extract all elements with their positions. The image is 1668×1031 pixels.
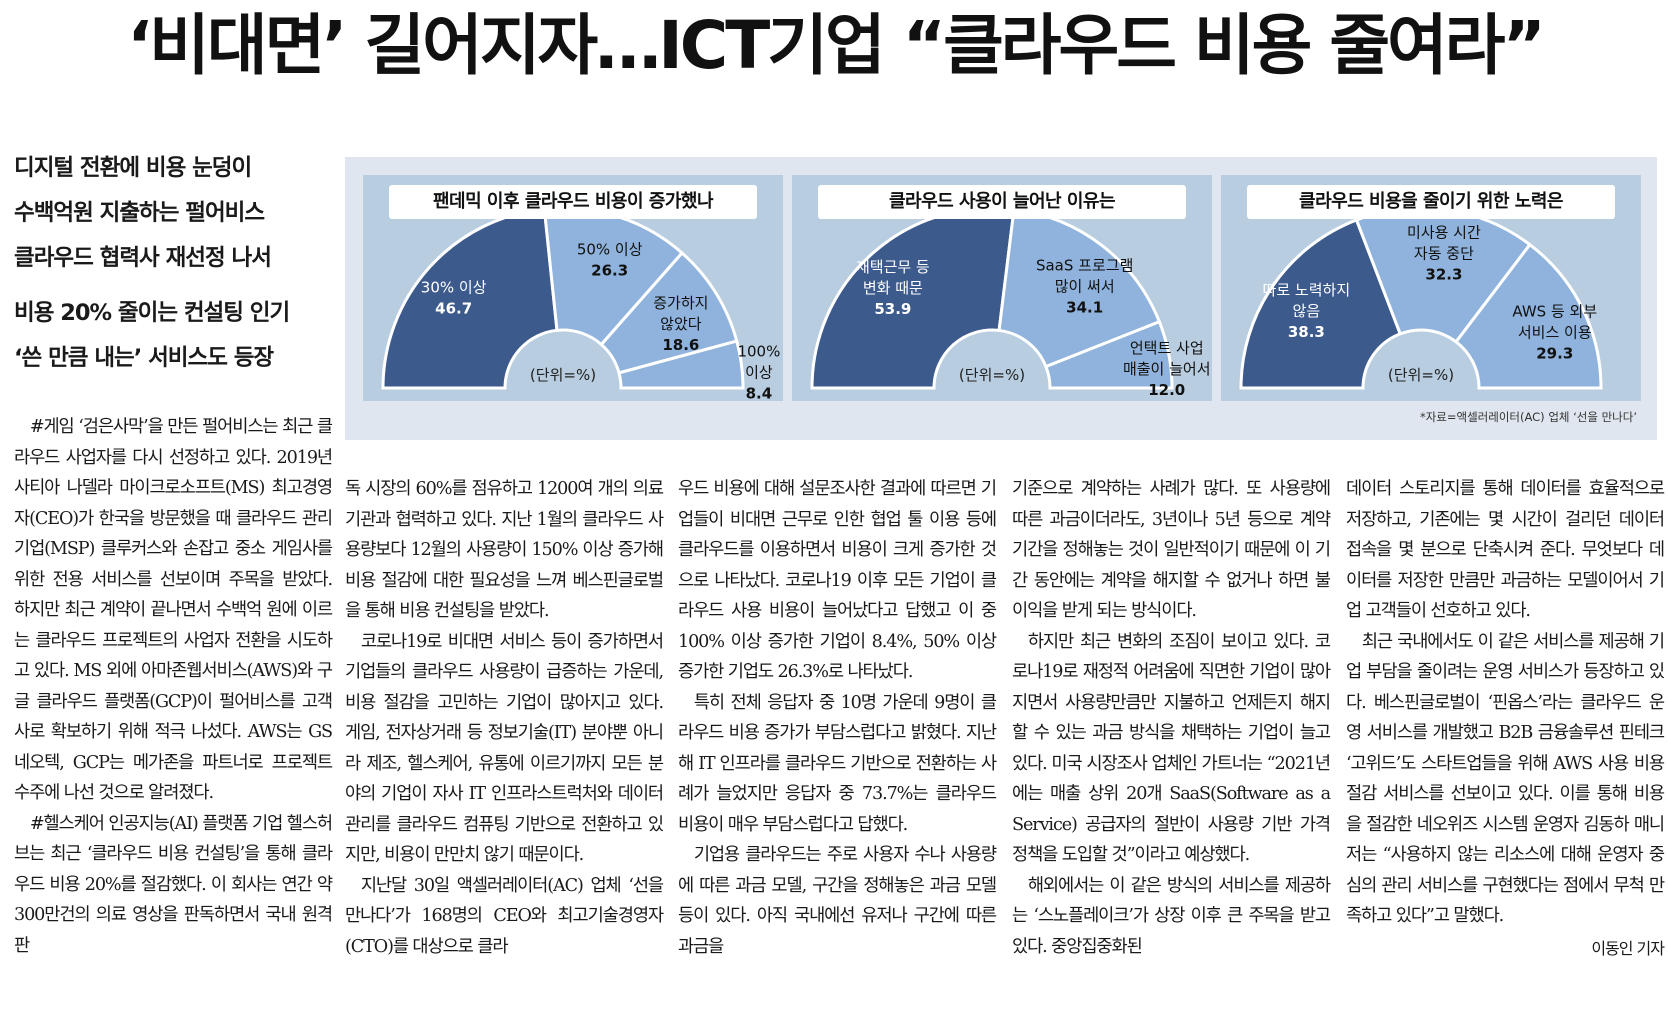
subheadlines: 디지털 전환에 비용 눈덩이 수백억원 지출하는 펄어비스 클라우드 협력사 재… — [14, 146, 332, 381]
slice-label-text: 않음 — [1293, 302, 1321, 320]
paragraph: 우드 비용에 대해 설문조사한 결과에 따르면 기업들이 비대면 근무로 인한 … — [678, 479, 997, 682]
headline: ‘비대면’ 길어지자…ICT기업 “클라우드 비용 줄여라” — [127, 7, 1546, 84]
chart-1-title: 팬데믹 이후 클라우드 비용이 증가했나 — [389, 185, 757, 219]
subhead-line: 클라우드 협력사 재선정 나서 — [14, 245, 272, 271]
slice-label-text: 50% 이상 — [577, 241, 643, 259]
slice-value: 32.3 — [1425, 265, 1462, 283]
subhead-line: ‘쓴 만큼 내는’ 서비스도 등장 — [14, 345, 274, 371]
slice-label: 30% 이상 46.7 — [421, 278, 487, 317]
paragraph: 특히 전체 응답자 중 10명 가운데 9명이 클라우드 비용 증가가 부담스럽… — [678, 692, 997, 835]
slice-label-text: 100% — [737, 342, 780, 360]
slice-label: 50% 이상 26.3 — [577, 241, 643, 280]
article-column-4: 기준으로 계약하는 사례가 많다. 또 사용량에 따른 과금이더라도, 3년이나… — [1012, 474, 1331, 962]
article-column-3: 우드 비용에 대해 설문조사한 결과에 따르면 기업들이 비대면 근무로 인한 … — [678, 474, 997, 962]
slice-label-text: 이상 — [745, 363, 773, 381]
slice-value: 8.4 — [746, 384, 773, 401]
slice-label-text: 매출이 늘어서 — [1123, 360, 1211, 378]
slice-label-text: 증가하지 — [653, 294, 708, 312]
slice-label-text: 언택트 사업 — [1130, 339, 1204, 357]
article-column-2: 독 시장의 60%를 점유하고 1200여 개의 의료기관과 협력하고 있다. … — [345, 474, 664, 962]
pie-slice — [1239, 218, 1403, 390]
pie-slice — [1453, 242, 1603, 390]
slice-value: 46.7 — [435, 299, 472, 317]
subhead-line: 디지털 전환에 비용 눈덩이 — [14, 155, 252, 181]
article-column-5: 데이터 스토리지를 통해 데이터를 효율적으로 저장하고, 기존에는 몇 시간이… — [1346, 474, 1665, 964]
subhead-group-1: 디지털 전환에 비용 눈덩이 수백억원 지출하는 펄어비스 클라우드 협력사 재… — [14, 146, 332, 281]
slice-label-text: AWS 등 외부 — [1512, 303, 1597, 321]
paragraph: 지난달 30일 액셀러레이터(AC) 업체 ‘선을 만나다’가 168명의 CE… — [345, 875, 664, 957]
subhead-group-2: 비용 20% 줄이는 컨설팅 인기 ‘쓴 만큼 내는’ 서비스도 등장 — [14, 291, 332, 381]
pie-slice — [617, 339, 745, 390]
byline: 이동인 기자 — [1591, 938, 1665, 958]
paragraph: 해외에서는 이 같은 방식의 서비스를 제공하는 ‘스노플레이크’가 상장 이후… — [1012, 875, 1331, 957]
slice-label-text: SaaS 프로그램 — [1036, 257, 1133, 275]
slice-value: 38.3 — [1288, 323, 1325, 341]
unit-label: (단위=%) — [1388, 366, 1454, 384]
slice-label-text: 변화 때문 — [863, 279, 923, 297]
paragraph: 하지만 최근 변화의 조짐이 보이고 있다. 코로나19로 재정적 어려움에 직… — [1012, 631, 1331, 866]
slice-label: 재택근무 등변화 때문 53.9 — [856, 258, 930, 318]
slice-label: 100% 이상 8.4 — [737, 342, 780, 401]
paragraph: 데이터 스토리지를 통해 데이터를 효율적으로 저장하고, 기존에는 몇 시간이… — [1346, 479, 1665, 621]
slice-label-text: 30% 이상 — [421, 278, 487, 296]
paragraph: #게임 ‘검은사막’을 만든 펄어비스는 최근 클라우드 사업자를 다시 선정하… — [14, 417, 333, 803]
subhead-line: 비용 20% 줄이는 컨설팅 인기 — [14, 300, 290, 326]
slice-label-text: 재택근무 등 — [856, 258, 930, 276]
slice-value: 29.3 — [1536, 345, 1573, 363]
slice-value: 18.6 — [662, 336, 699, 354]
slice-label-text: 자동 중단 — [1414, 244, 1474, 262]
slice-value: 26.3 — [591, 262, 628, 280]
slice-label-text: 서비스 이용 — [1518, 324, 1592, 342]
unit-label: (단위=%) — [530, 366, 596, 384]
article-column-1: #게임 ‘검은사막’을 만든 펄어비스는 최근 클라우드 사업자를 다시 선정하… — [14, 412, 333, 961]
paragraph: 기업용 클라우드는 주로 사용자 수나 사용량에 따른 과금 모델, 구간을 정… — [678, 845, 997, 957]
pie-slice — [1043, 319, 1174, 390]
subhead-line: 수백억원 지출하는 펄어비스 — [14, 200, 265, 226]
slice-label-text: 미사용 시간 — [1407, 223, 1481, 241]
slice-value: 34.1 — [1066, 299, 1103, 317]
slice-value: 53.9 — [874, 300, 911, 318]
slice-label-text: 않았다 — [660, 315, 702, 333]
paragraph: 독 시장의 60%를 점유하고 1200여 개의 의료기관과 협력하고 있다. … — [345, 479, 664, 621]
paragraph: 기준으로 계약하는 사례가 많다. 또 사용량에 따른 과금이더라도, 3년이나… — [1012, 479, 1331, 621]
slice-label-text: 많이 써서 — [1055, 278, 1115, 296]
unit-label: (단위=%) — [959, 366, 1025, 384]
paragraph: 최근 국내에서도 이 같은 서비스를 제공해 기업 부담을 줄이려는 운영 서비… — [1346, 631, 1665, 927]
slice-label-text: 따로 노력하지 — [1263, 281, 1351, 299]
pie-slice — [381, 207, 559, 390]
chart-2-title: 클라우드 사용이 늘어난 이유는 — [818, 185, 1186, 219]
pie-slice — [997, 207, 1162, 369]
paragraph: 코로나19로 비대면 서비스 등이 증가하면서 기업들의 클라우드 사용량이 급… — [345, 631, 664, 866]
pie-slice — [810, 206, 1016, 390]
paragraph: #헬스케어 인공지능(AI) 플랫폼 기업 헬스허브는 최근 ‘클라우드 비용 … — [14, 813, 333, 956]
source-note: *자료=액셀러레이터(AC) 업체 ‘선을 만나다’ — [1419, 410, 1637, 424]
chart-3-title: 클라우드 비용을 줄이기 위한 노력은 — [1247, 185, 1615, 219]
slice-value: 12.0 — [1148, 381, 1185, 399]
